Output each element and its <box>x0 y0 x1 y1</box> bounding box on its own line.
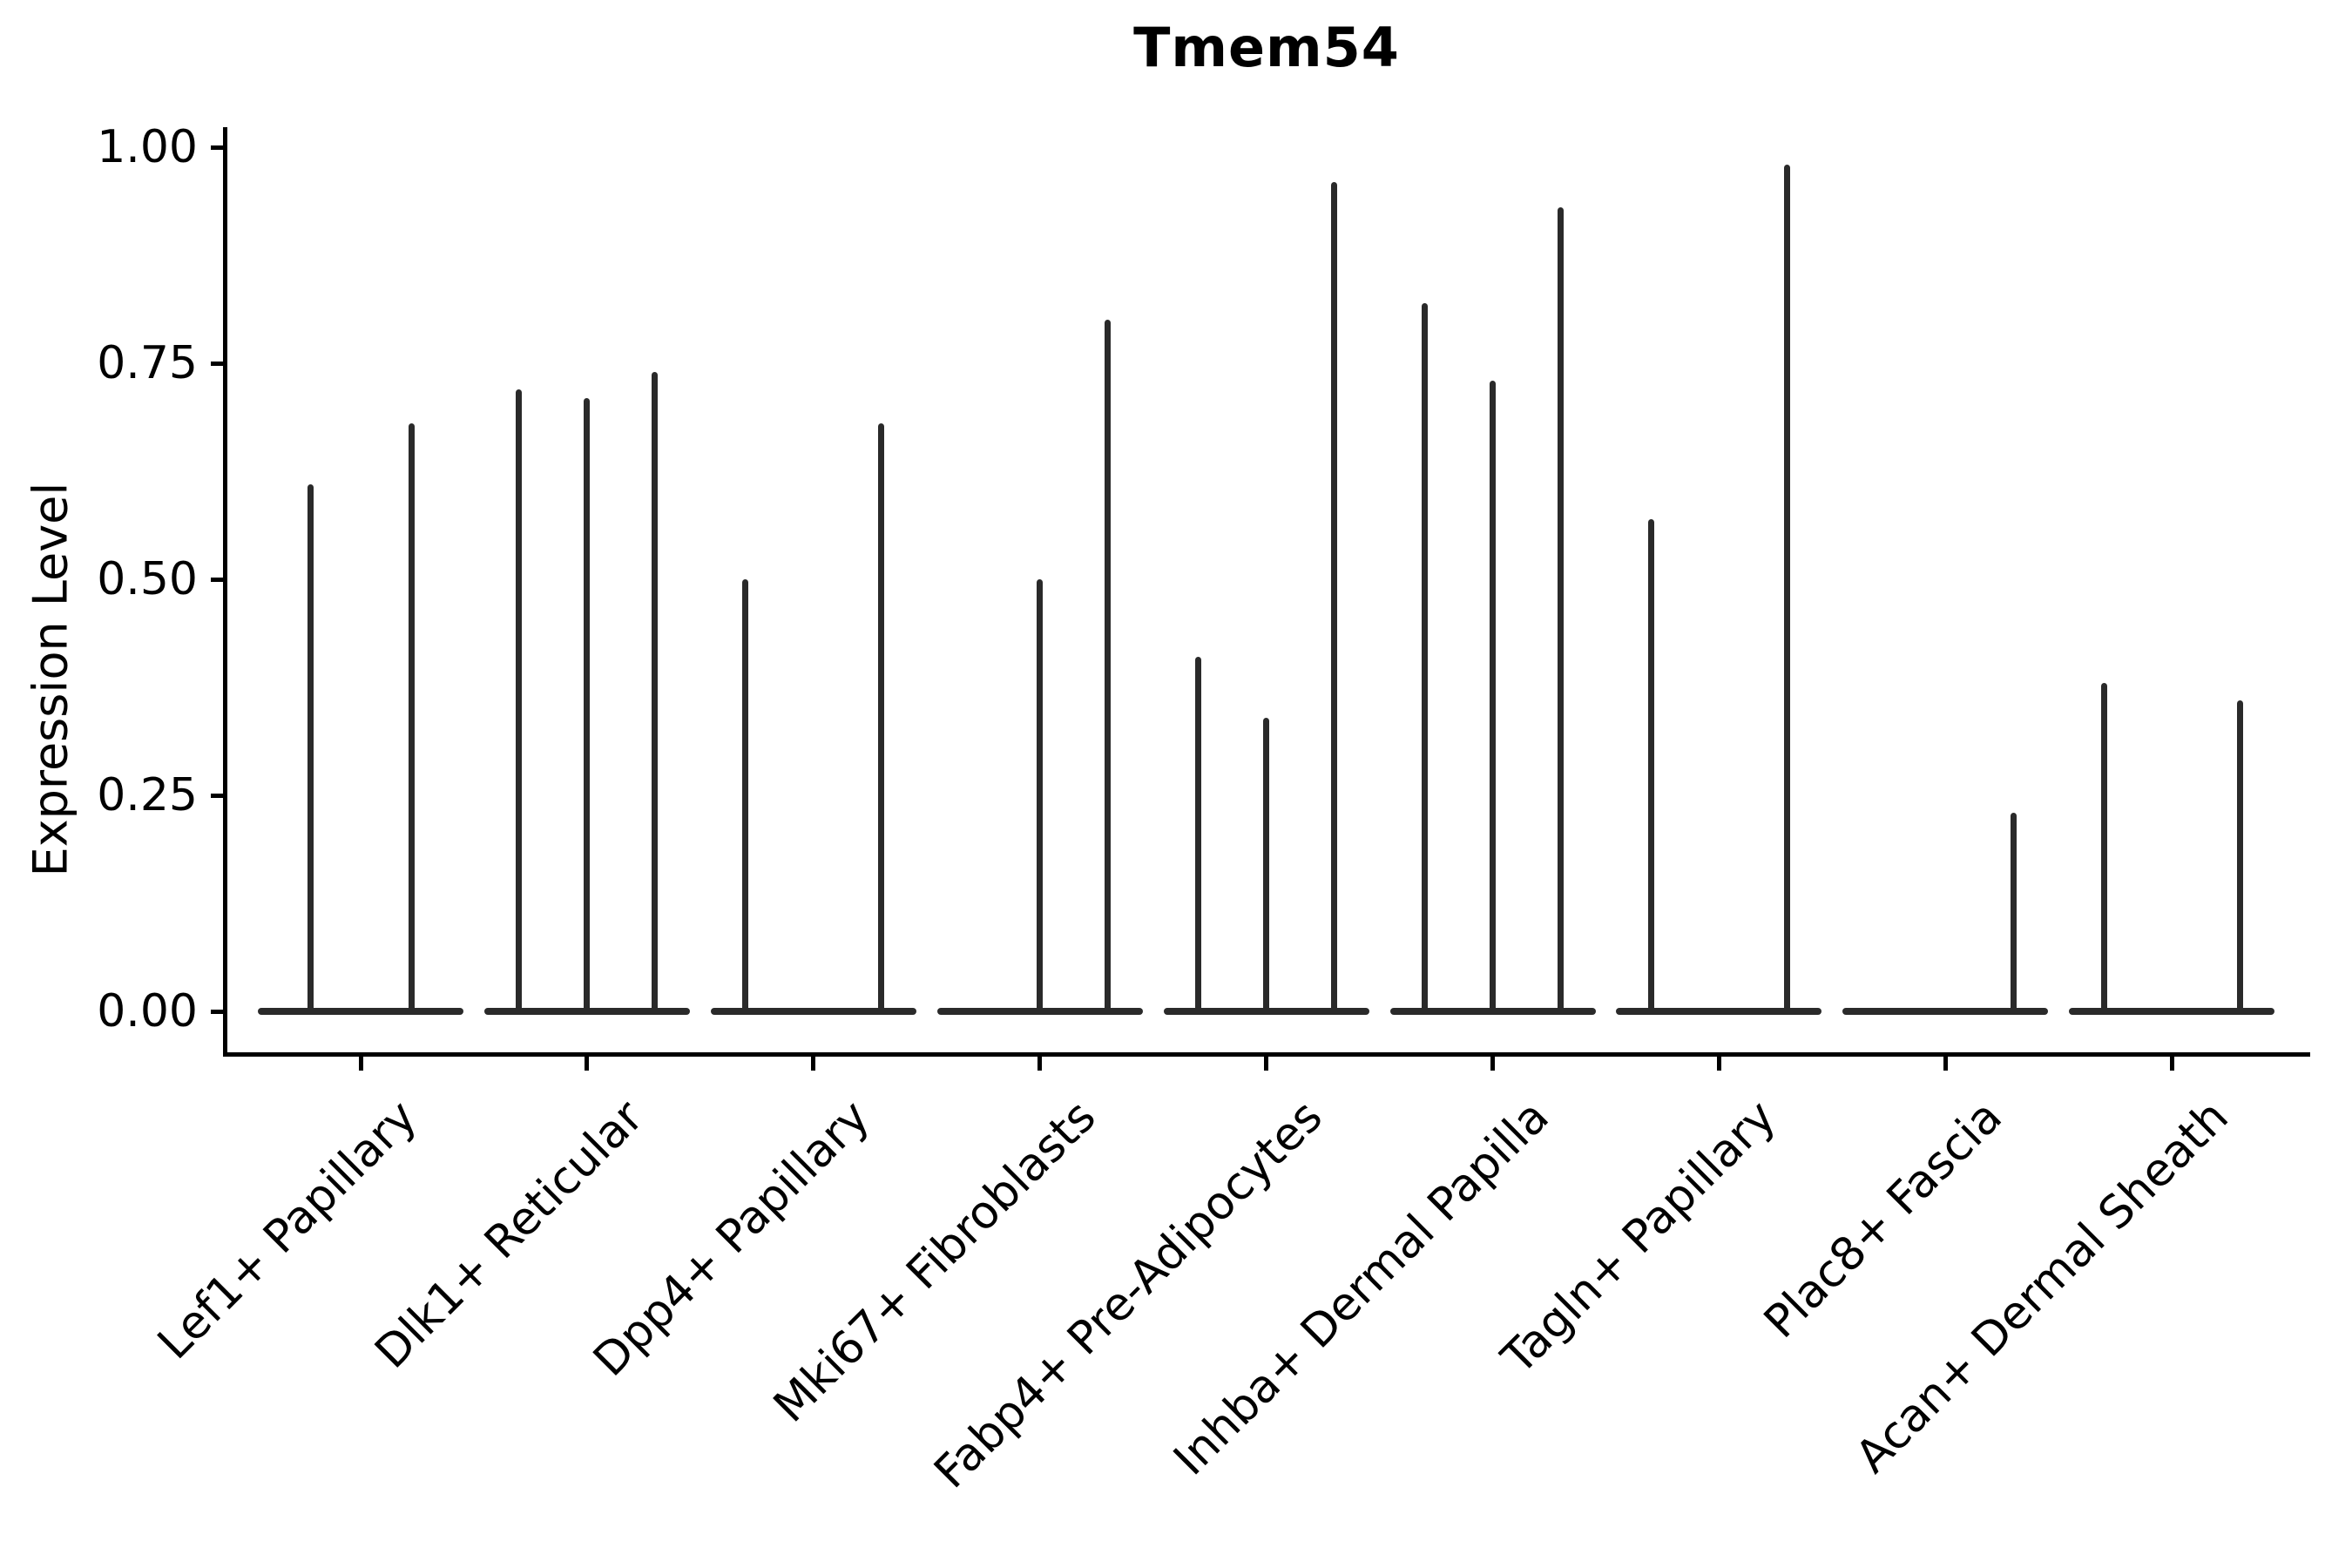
x-tick <box>1264 1057 1269 1071</box>
y-tick <box>211 577 223 582</box>
violin-baseline <box>258 1008 463 1015</box>
violin-baseline <box>2069 1008 2275 1015</box>
x-tick <box>1490 1057 1495 1071</box>
violin-spike <box>1783 164 1790 1015</box>
violin-spike <box>584 397 591 1015</box>
x-tick <box>585 1057 590 1071</box>
y-tick <box>211 793 223 798</box>
y-tick <box>211 145 223 150</box>
x-tick-label: Acan+ Dermal Sheath <box>1845 1091 2239 1484</box>
violin-spike <box>2010 812 2017 1015</box>
violin-spike <box>2100 683 2107 1015</box>
violin-spike <box>1037 579 1044 1015</box>
violin-spike <box>307 483 314 1015</box>
violin-spike <box>1558 207 1564 1015</box>
violin-spike <box>1647 518 1654 1015</box>
y-tick-label: 0.75 <box>97 337 198 389</box>
x-tick <box>1037 1057 1043 1071</box>
x-tick <box>1943 1057 1948 1071</box>
violin-spike <box>1331 181 1338 1015</box>
chart-title: Tmem54 <box>1133 16 1400 79</box>
x-tick-label: Inhba+ Dermal Papilla <box>1164 1091 1559 1486</box>
y-tick <box>211 1009 223 1014</box>
violin-spike <box>1263 717 1270 1015</box>
x-tick <box>358 1057 363 1071</box>
x-tick-label: Fabp4+ Pre-Adipocytes <box>924 1091 1334 1499</box>
violin-spike <box>1422 302 1428 1015</box>
y-tick <box>211 361 223 366</box>
violin-spike <box>516 389 523 1015</box>
violin-baseline <box>1842 1008 2049 1015</box>
violin-spike <box>1195 657 1202 1015</box>
violin-spike <box>1490 380 1496 1015</box>
x-tick <box>2169 1057 2174 1071</box>
y-axis-spine <box>223 127 227 1057</box>
violin-spike <box>2236 700 2243 1015</box>
x-tick-label: Plac8+ Fascia <box>1754 1091 2012 1348</box>
x-axis-spine <box>223 1052 2310 1057</box>
x-tick <box>1716 1057 1721 1071</box>
y-tick-label: 0.50 <box>97 553 198 605</box>
violin-spike <box>408 423 415 1015</box>
violin-spike <box>878 423 885 1015</box>
violin-spike <box>652 371 659 1015</box>
y-tick-label: 0.25 <box>97 769 198 821</box>
y-tick-label: 1.00 <box>97 121 198 173</box>
violin-spike <box>1105 320 1112 1015</box>
violin-baseline <box>1616 1008 1822 1015</box>
violin-baseline <box>710 1008 916 1015</box>
x-tick <box>811 1057 816 1071</box>
y-tick-label: 0.00 <box>97 985 198 1037</box>
violin-spike <box>742 579 749 1015</box>
